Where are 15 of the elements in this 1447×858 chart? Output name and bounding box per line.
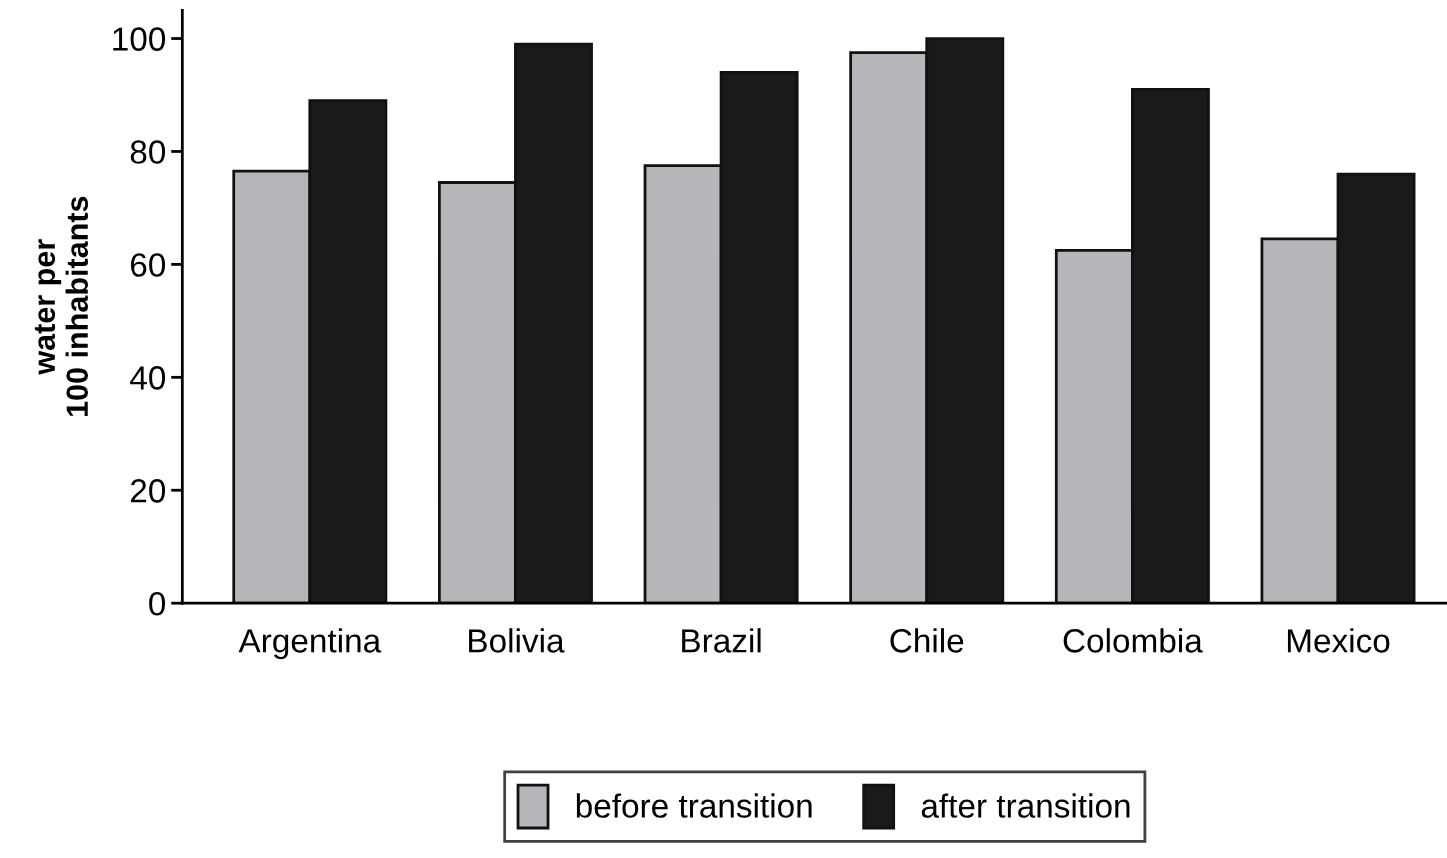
x-tick-label: Argentina	[238, 628, 382, 660]
x-tick-label: Bolivia	[469, 628, 565, 653]
x-tick-label: Colombia	[1063, 628, 1203, 653]
x-tick-label: Mexico	[1287, 628, 1390, 653]
x-tick-label: Brazil	[682, 628, 761, 653]
y-tick-label: 100	[113, 27, 166, 51]
y-tick-label: 80	[130, 140, 166, 164]
legend-label: before transition	[576, 793, 812, 818]
x-tick-label: Chile	[890, 628, 964, 653]
y-tick-label: 20	[130, 479, 166, 503]
y-tick-label: 0	[149, 591, 166, 616]
legend-label: after transition	[921, 793, 1130, 818]
y-tick-label: 40	[130, 366, 166, 390]
y-axis-title: water per 100 inhabitants	[34, 196, 89, 417]
y-tick-label: 60	[130, 253, 166, 277]
